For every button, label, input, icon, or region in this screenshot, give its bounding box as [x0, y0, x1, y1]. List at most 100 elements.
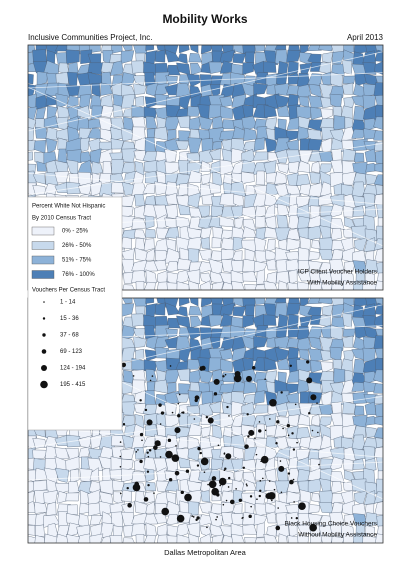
- voucher-dot: [224, 467, 227, 470]
- legend-swatch: [31, 241, 55, 250]
- legend-dot: [40, 380, 48, 389]
- tract: [308, 260, 323, 272]
- tract: [145, 45, 155, 51]
- voucher-dot: [165, 450, 173, 459]
- tract: [234, 217, 244, 230]
- voucher-dot: [211, 487, 219, 496]
- tract: [211, 237, 222, 249]
- tract: [78, 446, 91, 458]
- tract: [230, 269, 245, 284]
- voucher-dot: [180, 490, 184, 495]
- voucher-dot: [146, 419, 153, 426]
- tract: [255, 548, 266, 559]
- tract: [164, 116, 181, 131]
- tract: [154, 335, 170, 350]
- legend-title: Percent White Not Hispanic: [32, 204, 105, 210]
- tract: [263, 104, 277, 118]
- tract: [187, 423, 202, 436]
- voucher-dot: [254, 437, 256, 439]
- tract: [375, 548, 389, 559]
- tract: [145, 522, 157, 538]
- tract: [122, 284, 135, 290]
- tract: [190, 316, 203, 329]
- tract: [298, 349, 310, 361]
- tract: [374, 415, 383, 426]
- tract: [287, 282, 299, 290]
- tract: [385, 546, 397, 560]
- legend-swatch: [31, 255, 55, 265]
- tract: [286, 302, 301, 316]
- tract: [311, 239, 321, 250]
- legend-label: 51% - 75%: [62, 258, 92, 264]
- tract: [318, 502, 333, 514]
- tract: [385, 417, 397, 424]
- voucher-dot: [146, 470, 150, 473]
- legend-dots-title: Vouchers Per Census Tract: [32, 288, 105, 294]
- tract: [186, 269, 201, 285]
- tract: [242, 45, 256, 54]
- tract: [122, 537, 135, 543]
- tract: [219, 49, 235, 64]
- tract: [308, 513, 323, 525]
- voucher-dot: [309, 523, 317, 532]
- voucher-dot: [149, 379, 152, 382]
- tract: [46, 501, 57, 516]
- voucher-dot: [119, 455, 122, 458]
- tract: [90, 161, 103, 176]
- tract: [362, 50, 376, 64]
- map-caption: ICP Client Voucher Holders: [298, 269, 378, 276]
- tract: [167, 129, 177, 141]
- tract: [299, 236, 311, 252]
- voucher-dot: [158, 403, 162, 407]
- voucher-dot: [148, 449, 152, 452]
- tract: [231, 534, 245, 543]
- road: [28, 72, 383, 89]
- tract: [330, 159, 344, 173]
- tract: [177, 183, 189, 197]
- tract: [144, 548, 156, 559]
- tract: [201, 138, 214, 154]
- voucher-dot: [248, 429, 255, 436]
- tract: [333, 115, 346, 131]
- voucher-dot: [171, 411, 174, 414]
- tract: [319, 546, 334, 557]
- tract: [375, 298, 383, 306]
- voucher-dot: [122, 423, 126, 426]
- tract: [143, 204, 157, 219]
- tract: [389, 348, 398, 359]
- tract: [144, 96, 158, 109]
- tract: [188, 53, 202, 63]
- tract: [78, 548, 91, 559]
- voucher-dot: [259, 489, 262, 492]
- tract: [54, 467, 70, 483]
- tract: [32, 449, 48, 460]
- tract: [255, 480, 267, 495]
- tract: [288, 269, 298, 285]
- tract: [242, 271, 258, 282]
- voucher-dot: [217, 444, 220, 447]
- tract: [309, 270, 321, 283]
- tract: [344, 514, 356, 526]
- tract: [109, 535, 123, 543]
- tract: [253, 137, 265, 151]
- tract: [219, 216, 235, 228]
- tract: [342, 75, 356, 84]
- tract: [254, 236, 267, 253]
- tract: [123, 547, 135, 558]
- voucher-dot: [177, 402, 180, 405]
- tract: [99, 141, 113, 150]
- tract: [145, 248, 155, 261]
- tract: [167, 382, 177, 394]
- tract: [274, 336, 289, 349]
- tract: [212, 116, 224, 129]
- tract: [374, 61, 383, 75]
- tract: [318, 249, 333, 261]
- voucher-dot: [176, 514, 185, 523]
- tract: [230, 401, 244, 417]
- tract: [99, 479, 115, 495]
- tract: [178, 298, 190, 307]
- tract: [263, 533, 278, 543]
- tract: [343, 349, 356, 363]
- tract: [145, 269, 157, 285]
